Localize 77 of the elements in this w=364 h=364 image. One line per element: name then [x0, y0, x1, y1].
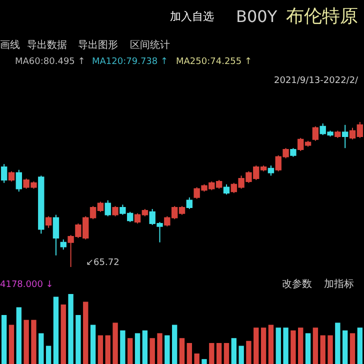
bar	[142, 330, 148, 364]
candlestick	[223, 184, 230, 195]
bar	[128, 338, 133, 364]
bar	[231, 338, 236, 364]
bar	[186, 343, 192, 364]
candlestick	[0, 164, 8, 184]
bar	[68, 294, 74, 364]
bar	[53, 296, 59, 364]
candlestick	[8, 170, 15, 182]
bar	[8, 324, 14, 364]
bar	[76, 315, 81, 364]
bar	[224, 343, 230, 364]
text: B00Y	[236, 7, 278, 26]
text: 画线	[0, 39, 20, 51]
bar	[46, 346, 52, 364]
bar	[31, 320, 36, 364]
bar	[60, 304, 66, 364]
bar	[120, 330, 126, 364]
bar	[216, 343, 222, 364]
bar	[290, 330, 296, 364]
bar	[342, 330, 348, 364]
bar	[305, 333, 311, 364]
candlestick	[52, 214, 60, 256]
bar	[276, 328, 281, 364]
bar	[83, 302, 88, 364]
bar	[202, 359, 207, 364]
bar	[16, 307, 22, 364]
bar	[298, 328, 304, 364]
candlestick	[16, 169, 22, 192]
text: 4178.000 ↓	[0, 280, 54, 290]
bar	[254, 328, 259, 364]
annotation: ↙65.72	[86, 258, 120, 268]
bar	[98, 335, 104, 364]
bar	[328, 335, 333, 364]
bar	[105, 335, 110, 364]
candlestick	[104, 200, 111, 217]
bar	[24, 320, 29, 364]
bar	[283, 328, 288, 364]
bar	[157, 333, 162, 364]
candlestick	[60, 238, 66, 250]
text: 导出图形	[78, 39, 118, 51]
bar	[238, 346, 244, 364]
text: 加指标	[324, 278, 354, 290]
candlestick	[112, 206, 118, 217]
bar	[320, 335, 326, 364]
candlestick	[312, 126, 319, 142]
bar	[268, 324, 274, 364]
bar	[90, 324, 96, 364]
bar	[179, 338, 185, 364]
bar	[164, 335, 170, 364]
candlestick	[342, 124, 348, 149]
bar	[260, 328, 266, 364]
bar	[172, 324, 178, 364]
text: MA60:80.495 ↑	[15, 57, 86, 67]
bar	[246, 340, 252, 364]
text: 区间统计	[130, 39, 170, 51]
bar	[335, 322, 340, 364]
text: 2021/9/13-2022/2/	[274, 76, 360, 86]
text: 加入自选	[170, 10, 214, 23]
bar	[194, 354, 200, 364]
bar	[209, 343, 214, 364]
bar	[112, 322, 118, 364]
text: 改参数	[282, 278, 312, 290]
text: MA120:79.738 ↑	[92, 57, 168, 67]
bar	[312, 328, 318, 364]
candlestick	[268, 165, 274, 176]
text: 导出数据	[27, 39, 67, 51]
bar	[350, 333, 356, 364]
text: MA250:74.255 ↑	[176, 57, 252, 67]
bar	[150, 338, 155, 364]
candlestick	[186, 196, 193, 210]
bar	[38, 333, 44, 364]
bar	[357, 328, 363, 364]
bar	[1, 315, 7, 364]
candlestick	[45, 216, 52, 228]
text: 布伦特原	[286, 6, 358, 27]
bar	[134, 333, 140, 364]
